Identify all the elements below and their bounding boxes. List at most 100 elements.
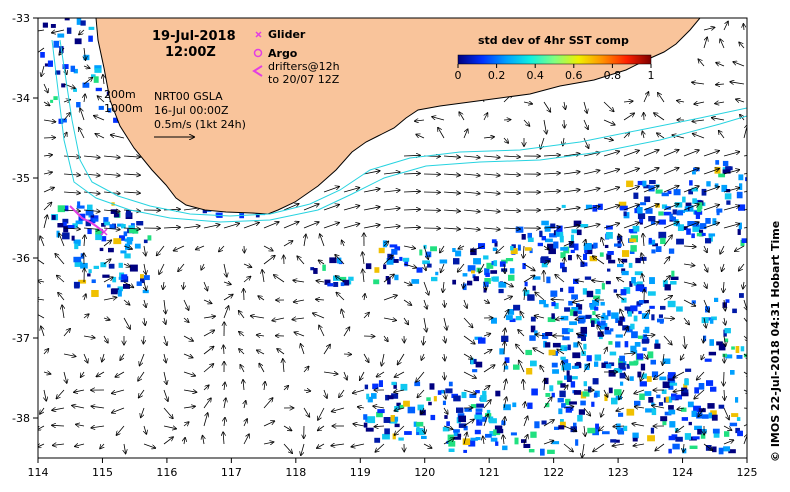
current-vector (43, 349, 49, 355)
sst-pixel (389, 244, 398, 248)
sst-pixel (671, 396, 676, 401)
current-vector (683, 443, 684, 452)
sst-pixel (107, 284, 111, 288)
sst-pixel (592, 311, 596, 316)
current-vector (613, 444, 625, 446)
sst-pixel (583, 381, 588, 387)
sst-pixel (561, 328, 570, 335)
current-vector (259, 364, 265, 373)
sst-pixel (691, 300, 696, 304)
sst-pixel (683, 383, 688, 390)
current-vector (683, 150, 699, 157)
current-vector (723, 425, 732, 430)
current-vector (723, 170, 739, 175)
current-vector (523, 119, 530, 126)
current-vector (703, 37, 707, 49)
sst-pixel (632, 432, 639, 439)
current-vector (83, 192, 100, 194)
sst-pixel (559, 421, 566, 428)
sst-pixel (417, 404, 424, 411)
current-vector (523, 102, 532, 104)
current-vector (184, 438, 185, 445)
sst-pixel (551, 362, 558, 368)
sst-pixel (560, 419, 564, 424)
sst-pixel (546, 258, 551, 263)
sst-pixel (525, 349, 533, 356)
sst-pixel (642, 347, 647, 351)
plot-frame (37, 17, 748, 459)
sst-pixel (659, 376, 667, 381)
sst-pixel (47, 60, 53, 67)
sst-pixel (423, 244, 427, 249)
sst-pixel (548, 248, 556, 255)
sst-pixel (88, 269, 92, 274)
current-vector (703, 169, 719, 175)
current-vector (257, 350, 265, 355)
sst-pixel (419, 428, 425, 436)
sst-pixel (601, 362, 609, 368)
sst-pixel (76, 18, 82, 25)
current-vector (383, 190, 400, 192)
current-vector (84, 94, 85, 103)
sst-pixel (404, 259, 409, 267)
depth-label-200m: 200m (104, 88, 136, 101)
sst-pixel (615, 334, 623, 338)
sst-pixel (736, 191, 743, 199)
sst-pixel (623, 211, 627, 217)
current-vector (144, 425, 146, 434)
current-vector (375, 443, 385, 452)
sst-pixel (493, 260, 498, 267)
sst-pixel (662, 358, 671, 365)
current-vector (681, 353, 684, 360)
sst-pixel (68, 1, 75, 7)
sst-pixel (586, 290, 594, 298)
current-vector (403, 155, 420, 156)
sst-pixel (545, 332, 553, 336)
sst-pixel (593, 295, 601, 299)
sst-pixel (739, 183, 743, 190)
sst-pixel (685, 205, 694, 212)
sst-pixel (629, 281, 633, 287)
current-vector (658, 93, 665, 103)
current-vector (353, 424, 365, 426)
current-vector (41, 65, 44, 76)
sst-pixel (70, 65, 76, 72)
current-vector (483, 137, 494, 138)
sst-pixel (491, 239, 497, 244)
sst-pixel (504, 357, 510, 363)
sst-pixel (560, 252, 566, 259)
current-vector (443, 228, 460, 229)
current-vector (319, 260, 325, 264)
current-vector (38, 259, 45, 265)
current-vector (663, 186, 679, 193)
sst-pixel (376, 411, 383, 418)
current-vector (543, 191, 560, 192)
current-vector (642, 274, 644, 283)
sst-pixel (78, 279, 87, 284)
current-vector (724, 389, 725, 400)
current-vector (320, 234, 325, 247)
x-tick-label: 120 (414, 466, 435, 479)
sst-pixel (634, 271, 643, 276)
sst-pixel (473, 276, 479, 282)
longitude-axis: 114 115 116 117 118 119 120 121 122 123 124 125 (28, 458, 758, 479)
current-vector (263, 222, 279, 229)
sst-pixel (648, 237, 652, 244)
sst-pixel (126, 239, 133, 245)
current-vector (403, 173, 420, 174)
current-vector (620, 309, 625, 319)
current-vector (424, 263, 426, 270)
sst-pixel (624, 306, 632, 311)
sst-pixel (681, 417, 689, 421)
current-vector (723, 206, 739, 211)
sst-pixel (622, 250, 630, 257)
sst-pixel (605, 363, 612, 369)
current-vector (597, 325, 605, 337)
sst-pixel (117, 289, 122, 297)
current-vector (564, 101, 565, 109)
current-vector (583, 206, 600, 211)
sst-pixel (60, 118, 67, 123)
sst-pixel (628, 262, 633, 268)
current-vector (503, 210, 520, 211)
sst-pixel (650, 220, 656, 225)
